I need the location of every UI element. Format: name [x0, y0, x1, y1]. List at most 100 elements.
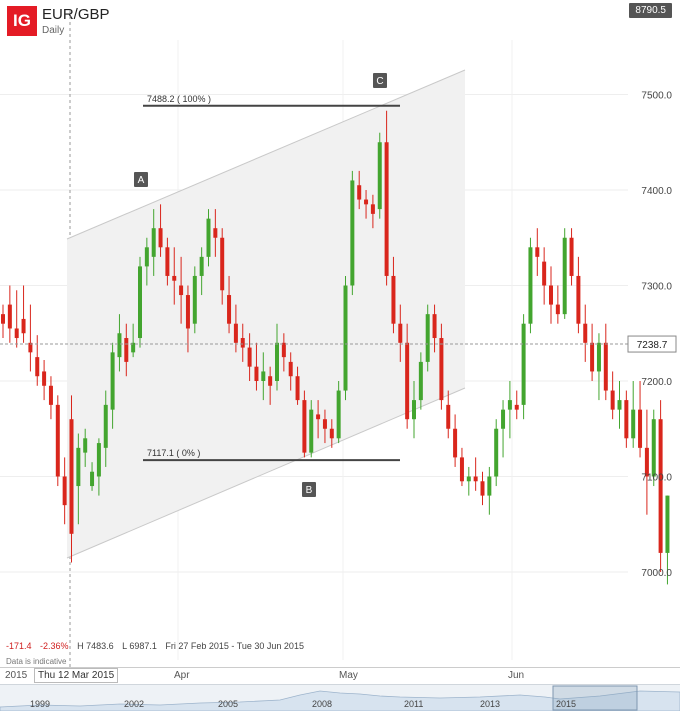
candle-body — [425, 314, 430, 362]
candle-body — [501, 409, 506, 429]
channel-area — [67, 70, 465, 558]
candle-body — [583, 323, 588, 343]
candle-body — [487, 476, 492, 496]
candle-body — [549, 285, 553, 305]
candle-body — [220, 237, 225, 291]
current-price-label: 7238.7 — [637, 340, 668, 351]
low-value: L 6987.1 — [122, 641, 157, 651]
nav-year-2011: 2011 — [404, 699, 424, 709]
candle-body — [131, 342, 136, 353]
candle-body — [55, 404, 60, 477]
x-axis-month-may: May — [339, 670, 358, 681]
candle-body — [590, 342, 595, 372]
candle-body — [343, 285, 348, 391]
candle-body — [151, 228, 156, 257]
nav-year-2005: 2005 — [218, 699, 239, 709]
candle-body — [624, 400, 629, 439]
change-value: -171.4 — [6, 641, 32, 651]
y-axis-tick-label: 7300.0 — [641, 282, 672, 293]
point-label-box — [302, 482, 316, 497]
x-axis-month-apr: Apr — [174, 670, 190, 681]
candle-body — [370, 204, 375, 214]
candle-body — [603, 342, 608, 391]
candle-body — [535, 247, 540, 257]
candle-body — [459, 457, 464, 482]
x-axis-year: 2015 — [5, 670, 28, 681]
candle-body — [507, 400, 512, 410]
candle-body — [439, 338, 444, 401]
channel-upper-line — [66, 69, 466, 240]
candle-body — [281, 342, 286, 358]
candle-body — [453, 428, 458, 458]
candle-body — [21, 318, 26, 334]
candle-body — [322, 419, 327, 429]
y-axis-tick-label: 7100.0 — [641, 473, 672, 484]
candle-body — [268, 376, 273, 386]
candle-body — [42, 371, 47, 386]
candle-body — [254, 366, 259, 381]
y-axis-tick-label: 7000.0 — [641, 568, 672, 579]
candle-body — [213, 228, 218, 238]
candle-body — [309, 409, 314, 453]
candle-body — [1, 314, 5, 324]
point-label-box — [373, 73, 387, 88]
candle-body — [617, 400, 622, 410]
candle-body — [240, 338, 245, 348]
candle-body — [288, 361, 293, 377]
candle-body — [76, 447, 81, 487]
candle-body — [432, 314, 437, 339]
candle-body — [14, 328, 19, 339]
candle-body — [466, 476, 471, 482]
candle-body — [384, 142, 389, 276]
candle-body — [103, 404, 108, 448]
change-percent: -2.36% — [40, 641, 69, 651]
current-price-badge — [627, 335, 677, 353]
navigator-series — [0, 685, 680, 711]
candle-body — [398, 323, 403, 343]
time-navigator[interactable] — [0, 684, 680, 711]
candle-body — [158, 228, 163, 248]
candle-body — [446, 404, 451, 429]
candle-body — [391, 275, 396, 324]
candle-body — [179, 285, 184, 296]
candle-body — [412, 400, 416, 420]
y-axis-tick-label: 7200.0 — [641, 377, 672, 388]
candle-body — [275, 342, 279, 381]
candle-body — [528, 247, 533, 324]
candle-body — [631, 409, 636, 439]
candle-body — [364, 199, 369, 205]
candle-body — [405, 342, 410, 420]
candle-body — [62, 476, 67, 506]
candle-body — [206, 218, 211, 257]
candle-body — [247, 347, 252, 367]
point-label-text: A — [138, 175, 145, 186]
candle-body — [138, 266, 142, 339]
candle-body — [69, 419, 74, 534]
candle-body — [117, 333, 122, 358]
nav-year-2013: 2013 — [480, 699, 501, 709]
candle-body — [28, 342, 33, 353]
fib-level-label: 7117.1 ( 0% ) — [147, 448, 200, 458]
candle-body — [596, 342, 601, 372]
point-label-text: B — [306, 485, 313, 496]
candle-body — [261, 371, 266, 381]
candle-body — [473, 476, 478, 482]
nav-year-1999: 1999 — [30, 699, 51, 709]
candle-body — [144, 247, 149, 267]
candle-body — [165, 247, 170, 276]
candle-body — [192, 275, 197, 324]
candle-body — [110, 352, 115, 410]
candle-body — [555, 304, 560, 315]
candle-body — [329, 428, 334, 439]
candle-body — [480, 481, 485, 496]
nav-year-2015: 2015 — [556, 699, 577, 709]
fib-level-label: 7488.2 ( 100% ) — [147, 94, 211, 104]
candle-body — [172, 275, 177, 281]
high-value: H 7483.6 — [77, 641, 114, 651]
price-chart[interactable]: 7488.2 ( 100% ) 7117.1 ( 0% ) A B C 7238.7 700… — [0, 0, 680, 667]
candle-body — [199, 256, 204, 276]
point-label-text: C — [376, 76, 383, 87]
candle-body — [665, 495, 670, 553]
disclaimer-note: Data is indicative — [6, 657, 67, 666]
candle-body — [658, 419, 663, 553]
